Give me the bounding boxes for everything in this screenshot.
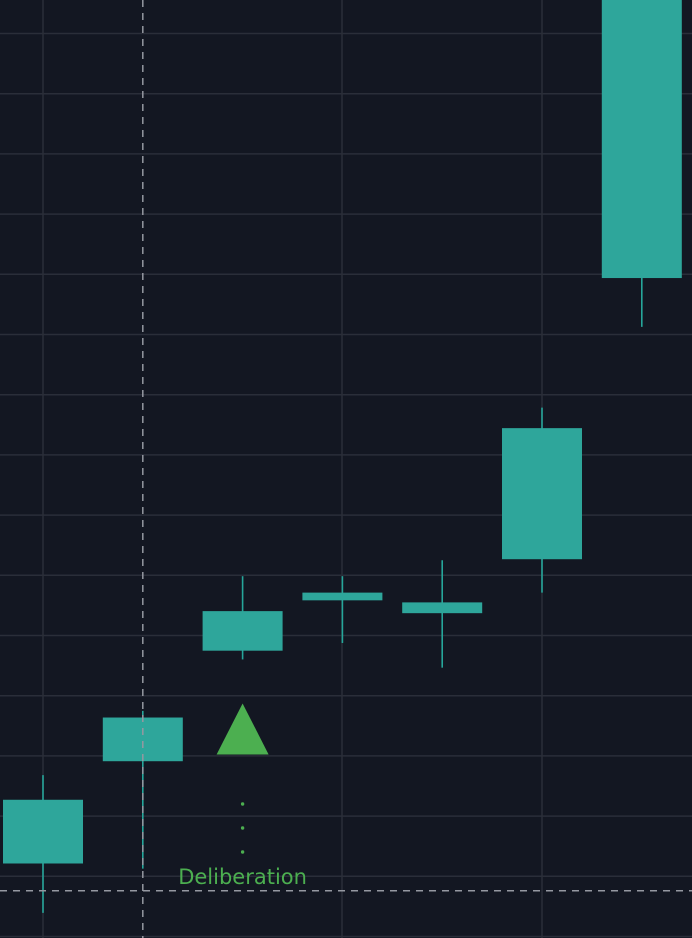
candle[interactable] [102, 710, 183, 869]
candle-body [3, 799, 83, 864]
candle[interactable] [601, 0, 682, 327]
marker-dot [240, 850, 245, 854]
candle[interactable] [3, 775, 83, 913]
candle-body [102, 717, 183, 762]
candle-body [601, 0, 682, 279]
candle[interactable] [202, 576, 283, 660]
marker[interactable]: Deliberation [178, 703, 307, 889]
candle-body [402, 602, 483, 614]
candle-body [302, 592, 383, 601]
candles-layer [3, 0, 682, 913]
candle[interactable] [302, 576, 383, 643]
candle[interactable] [402, 560, 483, 668]
marker-label: Deliberation [178, 865, 307, 889]
marker-dot [240, 802, 245, 806]
candle-body [202, 611, 283, 651]
candle-body [502, 428, 582, 560]
candle[interactable] [502, 407, 582, 593]
markers-layer: Deliberation [178, 703, 307, 889]
arrow-up-icon [216, 703, 269, 755]
marker-dot [240, 826, 245, 830]
